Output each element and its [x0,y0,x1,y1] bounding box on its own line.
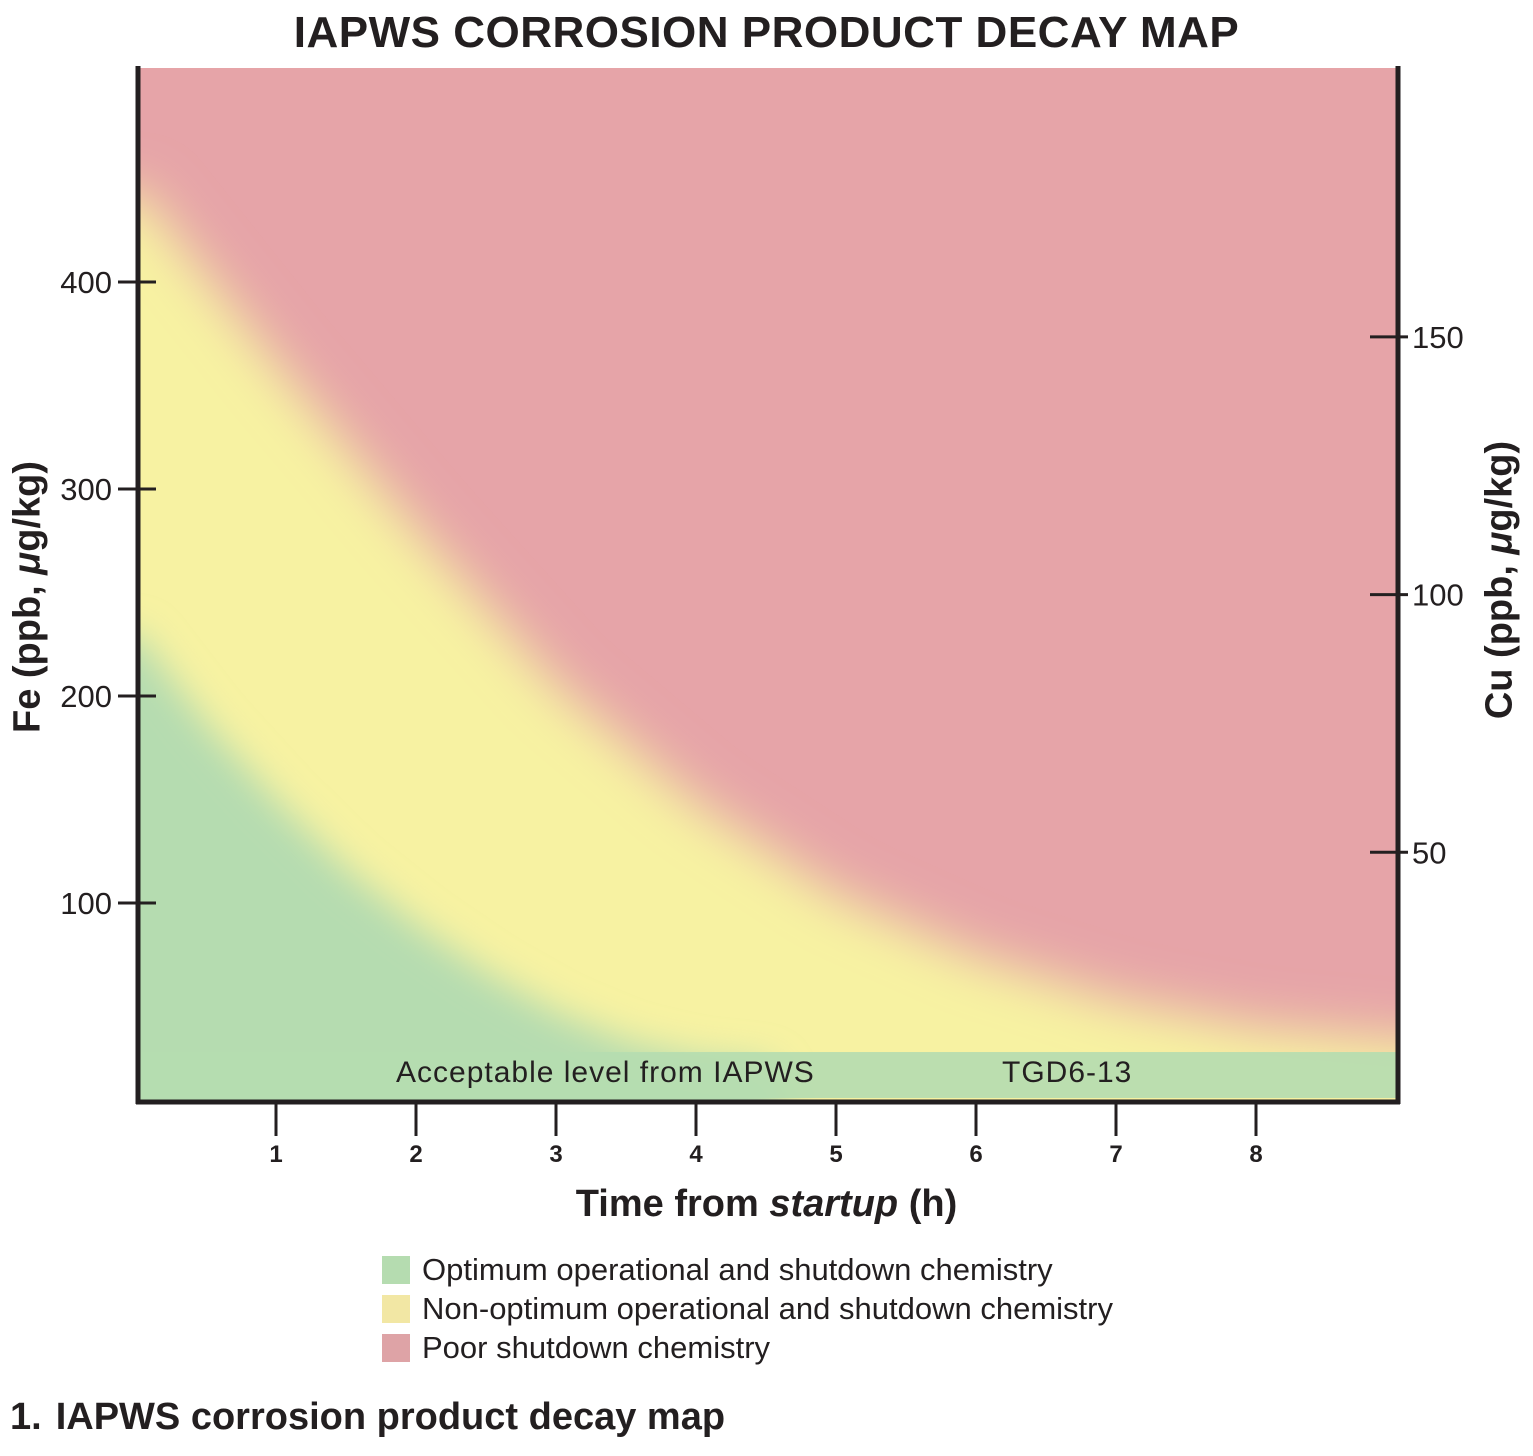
acceptable-band-reference: TGD6-13 [1002,1056,1132,1089]
x-tick-label: 4 [689,1141,703,1168]
legend-swatch-poor [382,1333,410,1362]
y-left-tick-label: 400 [60,265,112,300]
ylabel-right-suffix: g/kg) [1478,440,1521,532]
legend-swatch-optimum [382,1255,410,1284]
ylabel-left-prefix: Fe (ppb, [6,574,49,734]
y-right-tick-label: 100 [1412,578,1464,613]
ylabel-left-suffix: g/kg) [6,460,49,552]
x-tick-label: 6 [969,1141,982,1168]
y-axis-label-left: Fe (ppb, μg/kg) [7,461,50,733]
y-right-tick-label: 50 [1412,835,1446,870]
legend-label-non-optimum: Non-optimum operational and shutdown che… [422,1290,1113,1326]
ylabel-right-emph: μ [1478,531,1521,555]
caption-text: IAPWS corrosion product decay map [55,1396,726,1438]
y-axis-label-right: Cu (ppb, μg/kg) [1479,441,1522,719]
ylabel-right-prefix: Cu (ppb, [1478,554,1521,720]
y-left-tick-label: 300 [60,472,112,507]
xlabel-prefix: Time from [575,1183,770,1225]
acceptable-band-label: Acceptable level from IAPWS [396,1056,815,1089]
caption-number: 1. [10,1396,42,1438]
x-axis-label: Time from startup (h) [0,1183,1533,1226]
legend-item-non-optimum: Non-optimum operational and shutdown che… [382,1289,1113,1328]
legend-swatch-non-optimum [382,1294,410,1323]
y-left-tick-label: 200 [60,679,112,714]
xlabel-emph: startup [769,1183,899,1225]
legend-item-poor: Poor shutdown chemistry [382,1328,1113,1367]
chart-plot: Acceptable level from IAPWS TGD6-13 1 2 3 4 5… [60,66,1464,1168]
x-tick-label: 7 [1109,1141,1122,1168]
xlabel-suffix: (h) [898,1183,958,1225]
ylabel-left-emph: μ [6,551,49,575]
x-tick-label: 2 [409,1141,422,1168]
legend: Optimum operational and shutdown chemist… [382,1250,1113,1367]
chart-title: IAPWS CORROSION PRODUCT DECAY MAP [293,8,1240,57]
acceptable-band [138,1052,1398,1098]
legend-label-optimum: Optimum operational and shutdown chemist… [422,1251,1053,1287]
y-left-tick-label: 100 [60,886,112,921]
legend-label-poor: Poor shutdown chemistry [422,1329,771,1365]
legend-item-optimum: Optimum operational and shutdown chemist… [382,1250,1113,1289]
zone-optimum [138,633,788,1102]
x-tick-label: 1 [269,1141,282,1168]
figure-caption: 1. IAPWS corrosion product decay map [10,1396,725,1439]
x-tick-label: 3 [549,1141,562,1168]
x-tick-label: 5 [829,1141,842,1168]
x-tick-label: 8 [1249,1141,1262,1168]
y-right-tick-label: 150 [1412,320,1464,355]
zone-non-optimum [138,188,1398,1102]
